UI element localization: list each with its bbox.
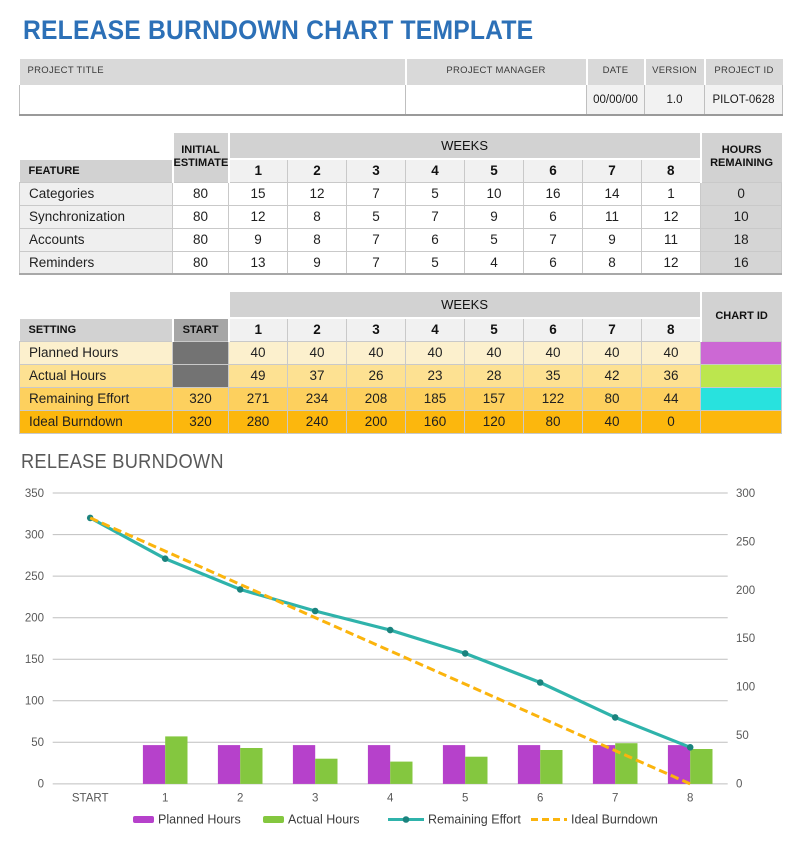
svg-text:100: 100 (736, 682, 755, 694)
svg-text:250: 250 (736, 536, 755, 548)
svg-text:1: 1 (162, 793, 168, 805)
svg-text:50: 50 (736, 730, 749, 742)
svg-text:5: 5 (462, 793, 468, 805)
svg-text:Actual Hours: Actual Hours (288, 813, 360, 827)
svg-text:RELEASE BURNDOWN: RELEASE BURNDOWN (21, 450, 224, 473)
svg-text:50: 50 (31, 737, 44, 749)
svg-text:2: 2 (237, 793, 243, 805)
svg-text:Remaining Effort: Remaining Effort (428, 813, 521, 827)
svg-text:4: 4 (387, 793, 394, 805)
svg-text:200: 200 (25, 613, 44, 625)
svg-text:0: 0 (736, 779, 742, 791)
svg-text:6: 6 (537, 793, 543, 805)
svg-text:150: 150 (25, 654, 44, 666)
svg-text:300: 300 (736, 488, 755, 500)
svg-text:0: 0 (38, 779, 44, 791)
svg-text:7: 7 (612, 793, 618, 805)
svg-text:Planned Hours: Planned Hours (158, 813, 241, 827)
svg-text:100: 100 (25, 696, 44, 708)
svg-text:3: 3 (312, 793, 318, 805)
svg-text:300: 300 (25, 529, 44, 541)
svg-text:Ideal Burndown: Ideal Burndown (571, 813, 658, 827)
svg-text:8: 8 (687, 793, 693, 805)
svg-text:150: 150 (736, 633, 755, 645)
svg-text:250: 250 (25, 571, 44, 583)
svg-text:200: 200 (736, 585, 755, 597)
svg-text:START: START (72, 793, 109, 805)
svg-text:350: 350 (25, 488, 44, 500)
